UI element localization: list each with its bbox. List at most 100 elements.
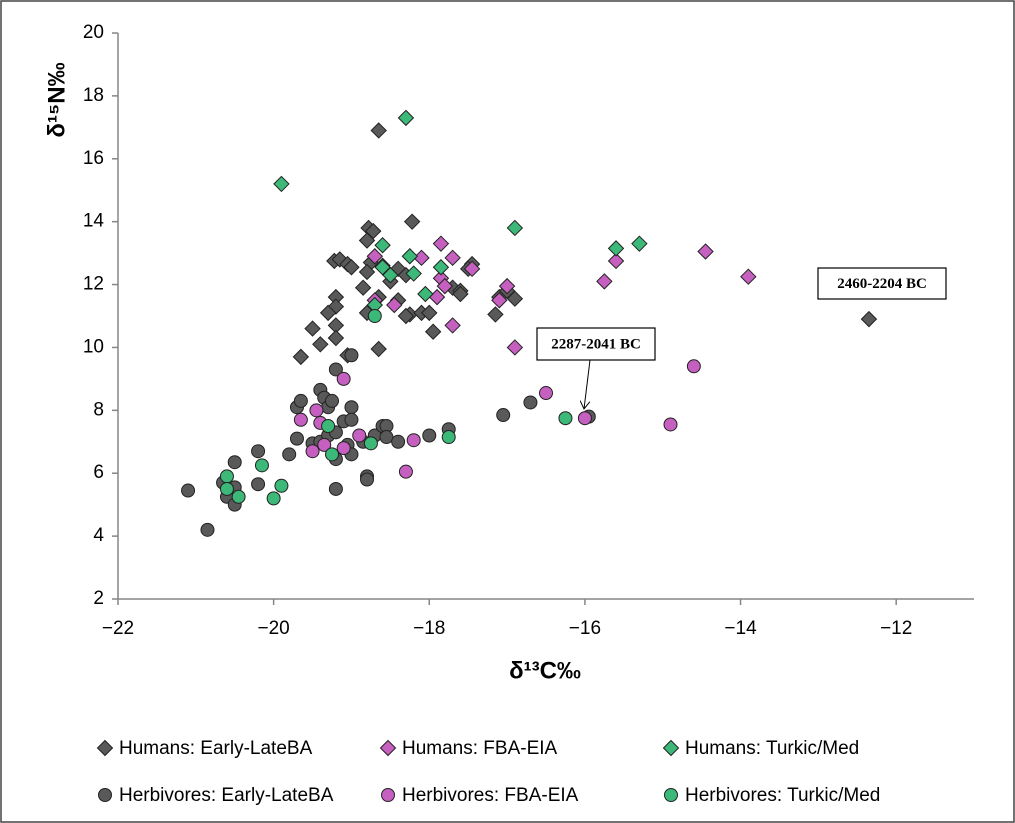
- point: [463, 260, 481, 278]
- point: [328, 481, 343, 496]
- point: [391, 434, 406, 449]
- legend-item: Humans: Turkic/Med: [662, 738, 859, 759]
- point: [328, 362, 343, 377]
- annotation-box: [536, 327, 656, 361]
- point: [292, 348, 310, 366]
- point: [432, 259, 450, 276]
- point: [506, 339, 524, 356]
- y-axis-title: δ¹⁵N‰: [43, 62, 70, 137]
- legend-marker: [381, 788, 395, 802]
- y-tick-label: 12: [83, 274, 104, 295]
- point: [397, 109, 415, 127]
- point: [325, 447, 339, 462]
- point: [200, 522, 215, 537]
- legend-item: Herbivores: Early-LateBA: [98, 785, 334, 806]
- point: [358, 263, 376, 281]
- point: [403, 213, 421, 230]
- point: [304, 320, 321, 337]
- point: [344, 400, 359, 415]
- point: [367, 309, 382, 323]
- point: [386, 296, 403, 314]
- point: [607, 252, 625, 270]
- legend-item: Herbivores: Turkic/Med: [664, 785, 880, 806]
- legend-item: Humans: Early-LateBA: [96, 738, 313, 759]
- point: [358, 232, 376, 249]
- point: [352, 428, 367, 443]
- point: [266, 491, 281, 506]
- x-tick-label: −12: [880, 618, 912, 639]
- point: [327, 298, 345, 315]
- x-tick-label: −22: [102, 618, 134, 639]
- point: [231, 489, 246, 504]
- point: [317, 437, 332, 452]
- point: [523, 395, 538, 410]
- point: [219, 481, 234, 496]
- y-tick-label: 16: [83, 148, 104, 169]
- legend-marker: [379, 739, 397, 757]
- point: [227, 455, 242, 470]
- point: [219, 469, 234, 484]
- point: [397, 307, 415, 325]
- point: [374, 237, 391, 254]
- legend-label: Herbivores: Early-LateBA: [119, 785, 334, 806]
- point: [293, 393, 308, 408]
- y-tick-label: 18: [83, 85, 104, 106]
- x-tick-label: −20: [258, 618, 290, 639]
- point: [596, 273, 613, 290]
- annotation-arrow: [584, 359, 591, 409]
- point: [452, 285, 469, 303]
- point: [432, 235, 450, 252]
- point: [289, 431, 304, 446]
- y-tick-label: 20: [83, 22, 104, 43]
- point: [444, 317, 461, 334]
- point: [282, 447, 297, 462]
- y-tick-label: 14: [83, 211, 105, 232]
- point: [274, 478, 289, 493]
- point: [331, 251, 348, 268]
- legend-label: Herbivores: FBA-EIA: [402, 785, 579, 806]
- y-tick-label: 6: [93, 462, 104, 483]
- point: [251, 444, 266, 459]
- legend-marker: [96, 739, 114, 757]
- x-tick-label: −18: [413, 618, 445, 639]
- point: [631, 235, 648, 252]
- point: [343, 259, 360, 276]
- legend-item: Humans: FBA-EIA: [379, 738, 558, 759]
- point: [382, 266, 399, 284]
- x-axis-title: δ¹³C‰: [509, 657, 581, 684]
- point: [254, 458, 269, 473]
- point: [401, 248, 419, 265]
- point: [436, 277, 454, 295]
- point: [406, 433, 421, 448]
- annotation: 2287-2041 BC: [551, 336, 641, 352]
- y-tick-label: 8: [93, 399, 104, 420]
- point: [491, 292, 508, 309]
- point: [421, 304, 438, 322]
- point: [860, 310, 878, 328]
- point: [273, 175, 290, 193]
- annotation: 2460-2204 BC: [837, 276, 927, 292]
- point: [344, 348, 359, 363]
- legend-label: Humans: Early-LateBA: [119, 738, 313, 759]
- point: [539, 386, 553, 401]
- x-tick-label: −16: [569, 618, 601, 639]
- point: [405, 265, 422, 282]
- point: [251, 477, 266, 492]
- point: [424, 323, 442, 340]
- y-tick-label: 10: [83, 336, 104, 357]
- point: [506, 290, 524, 307]
- legend-label: Humans: Turkic/Med: [685, 738, 859, 759]
- point: [697, 243, 714, 260]
- annotation-box: [817, 267, 947, 300]
- point: [422, 428, 437, 443]
- point: [607, 240, 625, 257]
- point: [663, 417, 678, 432]
- point: [325, 393, 339, 408]
- point: [444, 249, 461, 267]
- point: [577, 411, 592, 426]
- point: [336, 371, 351, 386]
- point: [558, 411, 573, 426]
- point: [370, 122, 387, 139]
- point: [686, 359, 701, 374]
